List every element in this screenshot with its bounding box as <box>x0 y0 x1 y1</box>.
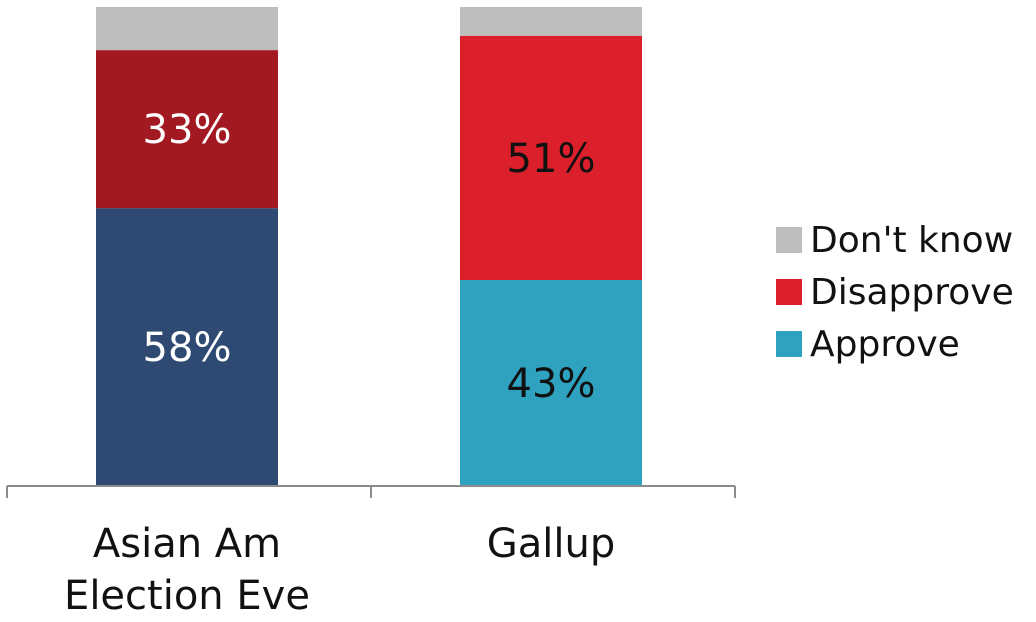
data-label-disapprove-2: 51% <box>507 136 596 182</box>
data-label-approve-2: 43% <box>507 361 596 407</box>
data-label-disapprove-1: 33% <box>143 107 232 153</box>
legend-swatch-dont-know <box>776 227 802 253</box>
legend-swatch-approve <box>776 331 802 357</box>
bar-segment-disapprove-2 <box>460 35 642 281</box>
x-axis <box>6 485 736 498</box>
legend: Don't know Disapprove Approve <box>776 215 1014 371</box>
bar-segment-approve-2 <box>460 280 642 486</box>
legend-label-dont-know: Don't know <box>810 219 1014 261</box>
legend-item-dont-know: Don't know <box>776 215 1014 265</box>
legend-item-approve: Approve <box>776 319 1014 369</box>
category-label-gallup: Gallup <box>486 521 616 567</box>
legend-label-disapprove: Disapprove <box>810 271 1014 313</box>
bar-segment-don-t-know-1 <box>96 7 278 51</box>
legend-item-disapprove: Disapprove <box>776 267 1014 317</box>
legend-label-approve: Approve <box>810 323 960 365</box>
data-label-approve-1: 58% <box>143 325 232 371</box>
legend-swatch-disapprove <box>776 279 802 305</box>
bar-segment-don-t-know-2 <box>460 7 642 36</box>
bars-group: 58% 33% 43% 51% <box>96 7 642 486</box>
bar-segment-disapprove-1 <box>96 50 278 209</box>
bar-segment-approve-1 <box>96 208 278 486</box>
category-label-asian-am: Asian Am Election Eve <box>64 521 310 619</box>
